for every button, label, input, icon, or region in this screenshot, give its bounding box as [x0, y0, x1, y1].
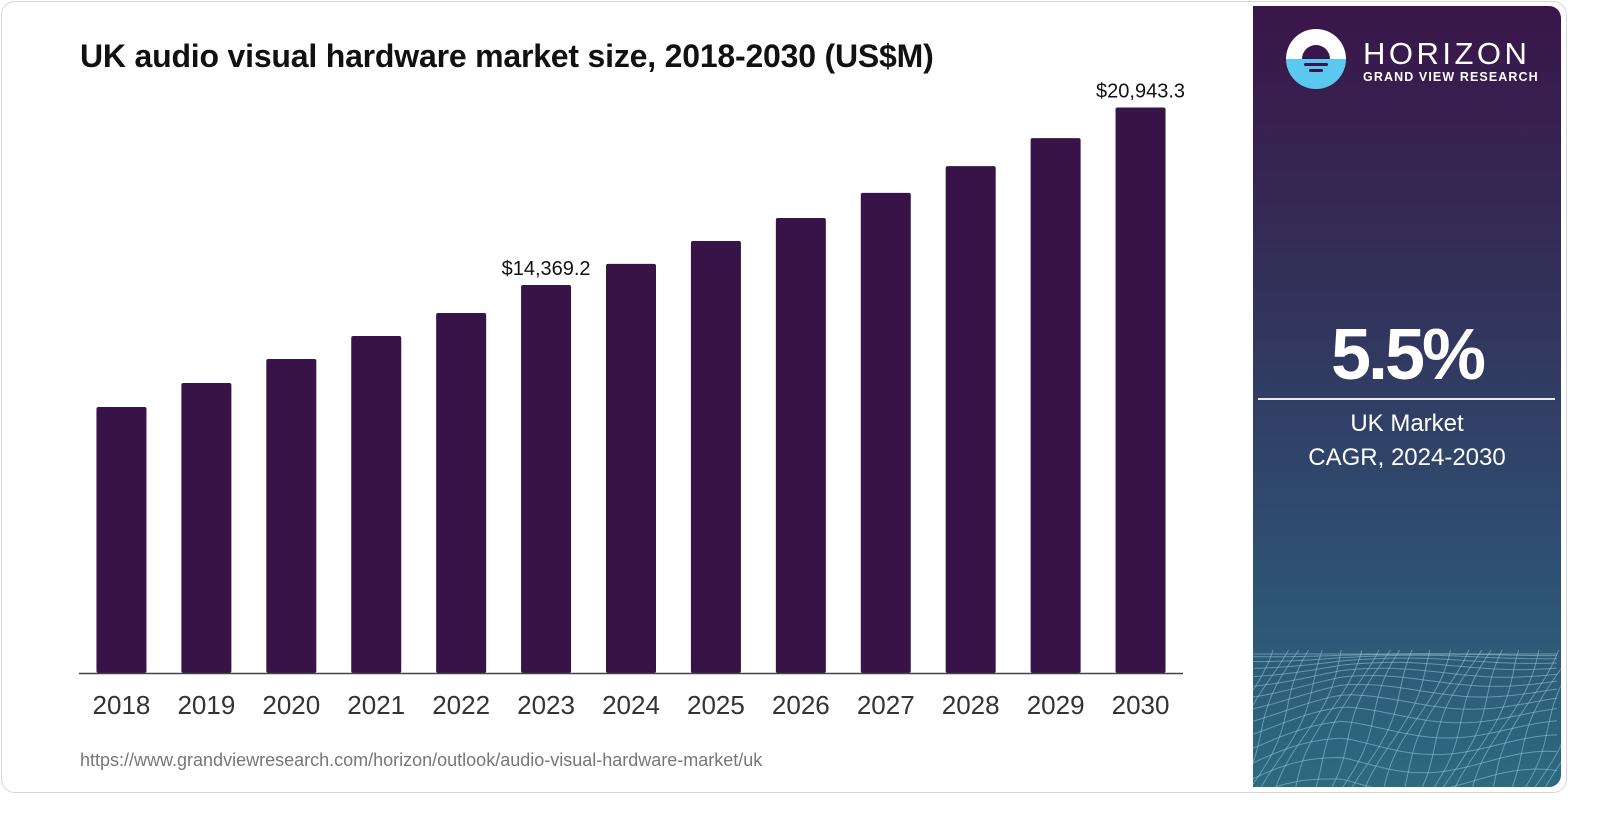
- mesh-line: [1383, 650, 1451, 787]
- mesh-line: [1253, 706, 1558, 735]
- mesh-line: [1253, 650, 1274, 692]
- source-url[interactable]: https://www.grandviewresearch.com/horizo…: [80, 750, 763, 770]
- brand-subtitle: GRAND VIEW RESEARCH: [1363, 70, 1539, 84]
- x-tick-label-2027: 2027: [857, 690, 915, 720]
- bar-2028: [945, 166, 996, 674]
- bar-2020: [266, 358, 317, 673]
- x-tick-label-2023: 2023: [517, 690, 575, 720]
- x-tick-label-2024: 2024: [602, 690, 660, 720]
- x-tick-label-2028: 2028: [942, 690, 1000, 720]
- x-tick-label-2025: 2025: [687, 690, 745, 720]
- bar-2018: [96, 407, 147, 673]
- data-label-2030: $20,943.3: [1096, 80, 1185, 102]
- bar-2023: [521, 285, 572, 673]
- mesh-line: [1511, 667, 1561, 787]
- x-tick-label-2022: 2022: [432, 690, 490, 720]
- data-label-2023: $14,369.2: [502, 258, 591, 280]
- bar-2019: [181, 382, 232, 673]
- horizon-logo-icon: [1286, 29, 1346, 89]
- x-tick-label-2030: 2030: [1112, 690, 1170, 720]
- mesh-line: [1253, 654, 1558, 663]
- bar-chart: 2018 2019 2020 2021 2022 2023 $14,369.2 2024 202…: [79, 80, 1185, 720]
- mesh-line: [1253, 657, 1558, 669]
- bar-2025: [690, 240, 741, 673]
- mesh-line: [1315, 650, 1380, 787]
- mesh-line: [1253, 683, 1558, 710]
- chart-title: UK audio visual hardware market size, 20…: [80, 38, 934, 74]
- mesh-line: [1342, 650, 1401, 787]
- mesh-line: [1275, 650, 1342, 787]
- x-tick-label-2018: 2018: [93, 690, 151, 720]
- bar-2027: [860, 192, 911, 674]
- brand-name: HORIZON: [1363, 36, 1531, 71]
- mesh-line: [1253, 694, 1558, 722]
- mesh-line: [1492, 650, 1559, 787]
- mesh-line: [1253, 720, 1558, 749]
- cagr-label-market: UK Market: [1350, 410, 1464, 437]
- bar-2024: [606, 263, 656, 673]
- bar-2021: [351, 336, 402, 673]
- mesh-line: [1421, 650, 1483, 787]
- mesh-line: [1442, 650, 1503, 787]
- bar-2026: [775, 218, 826, 673]
- sidebar-panel: HORIZON GRAND VIEW RESEARCH 5.5% UK Mark…: [1253, 6, 1561, 787]
- cagr-value: 5.5%: [1330, 315, 1486, 395]
- x-tick-label-2026: 2026: [772, 690, 830, 720]
- mesh-line: [1404, 650, 1470, 787]
- mesh-line: [1253, 675, 1558, 698]
- mesh-line: [1260, 650, 1323, 787]
- bar-2030: [1115, 107, 1166, 673]
- x-tick-label-2020: 2020: [262, 690, 320, 720]
- mesh-line: [1472, 650, 1540, 787]
- bar-2022: [436, 313, 487, 673]
- mesh-line: [1331, 650, 1391, 787]
- mesh-line: [1525, 684, 1561, 787]
- mesh-line: [1364, 650, 1431, 787]
- mesh-line: [1274, 768, 1558, 787]
- mesh-line: [1253, 650, 1300, 764]
- divider: [1258, 398, 1555, 400]
- mesh-line: [1253, 734, 1558, 764]
- mesh-line: [1253, 750, 1558, 780]
- mesh-line: [1454, 650, 1519, 787]
- bar-2029: [1030, 138, 1081, 674]
- x-tick-label-2021: 2021: [347, 690, 405, 720]
- mesh-line: [1534, 744, 1561, 787]
- mesh-line: [1545, 761, 1561, 787]
- cagr-label-period: CAGR, 2024-2030: [1308, 444, 1506, 471]
- mesh-line: [1253, 650, 1289, 707]
- mesh-line: [1253, 653, 1557, 658]
- wave-mesh-decoration: [1253, 650, 1561, 787]
- mesh-line: [1351, 650, 1413, 787]
- x-tick-label-2029: 2029: [1027, 690, 1085, 720]
- x-tick-label-2019: 2019: [177, 690, 235, 720]
- mesh-line: [1253, 650, 1309, 786]
- mesh-line: [1295, 650, 1363, 787]
- mesh-line: [1253, 661, 1558, 678]
- mesh-line: [1433, 650, 1492, 787]
